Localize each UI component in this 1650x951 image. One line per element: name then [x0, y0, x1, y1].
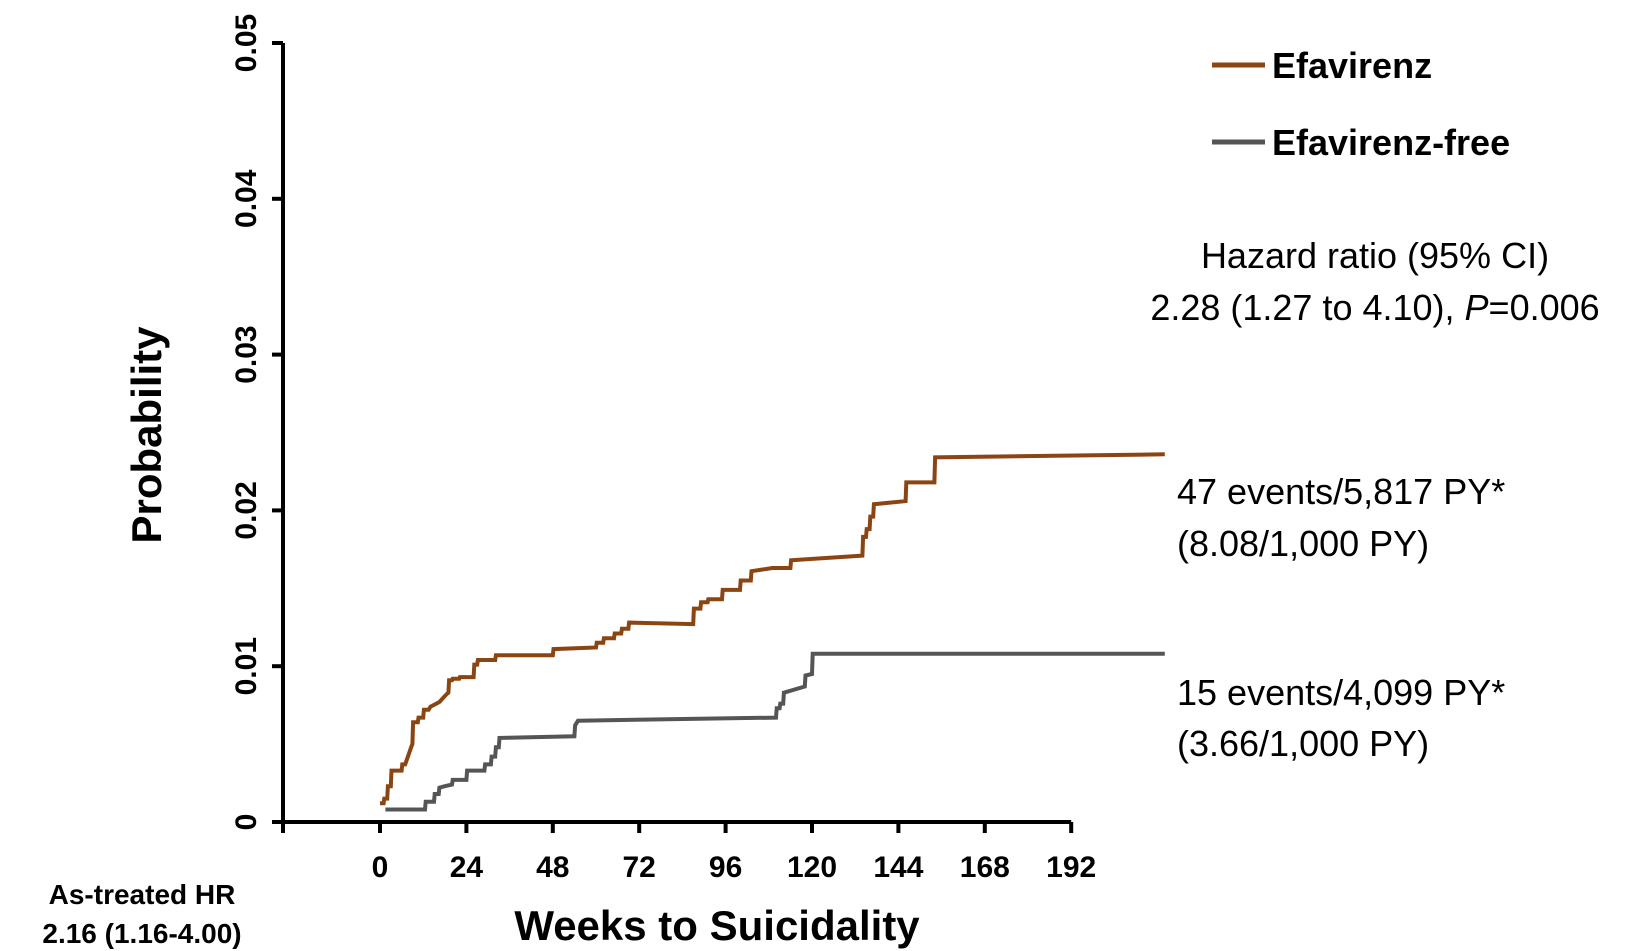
x-axis-title: Weeks to Suicidality — [514, 902, 920, 949]
x-tick-label: 0 — [372, 851, 389, 884]
annotations: Hazard ratio (95% CI) 2.28 (1.27 to 4.10… — [1150, 235, 1599, 764]
efavirenz-events: 47 events/5,817 PY* — [1177, 471, 1505, 512]
x-tick-label: 24 — [450, 851, 484, 884]
y-tick-label: 0.03 — [230, 325, 263, 383]
x-tick-label: 168 — [960, 851, 1010, 884]
hazard-ratio-p-symbol: P — [1465, 287, 1489, 328]
hazard-ratio-p-value: =0.006 — [1489, 287, 1600, 328]
axes-group: 0 0.01 0.02 0.03 0.04 0.05 0 24 48 72 96 120 144 168 1… — [230, 14, 1096, 884]
x-tick-label: 120 — [787, 851, 837, 884]
hazard-ratio-ci: 2.28 (1.27 to 4.10), — [1150, 287, 1464, 328]
y-tick-label: 0.01 — [230, 637, 263, 695]
x-tick-label: 72 — [623, 851, 656, 884]
as-treated-hr: As-treated HR 2.16 (1.16-4.00) — [42, 879, 241, 949]
legend-label-efavirenz-free: Efavirenz-free — [1272, 122, 1510, 163]
hazard-ratio-value: 2.28 (1.27 to 4.10), P=0.006 — [1150, 287, 1599, 328]
y-axis-title: Probability — [123, 326, 170, 544]
series-group — [380, 452, 1165, 812]
as-treated-hr-title: As-treated HR — [49, 879, 236, 910]
x-tick-label: 48 — [536, 851, 569, 884]
legend: Efavirenz Efavirenz-free — [1212, 45, 1510, 163]
x-tick-label: 192 — [1046, 851, 1096, 884]
efavirenz-rate: (8.08/1,000 PY) — [1177, 523, 1429, 564]
series-line-efavirenz — [380, 452, 1165, 806]
efavirenz-free-rate: (3.66/1,000 PY) — [1177, 723, 1429, 764]
axis-titles: Weeks to Suicidality Probability — [123, 326, 920, 949]
efavirenz-free-events: 15 events/4,099 PY* — [1177, 672, 1505, 713]
y-tick-label: 0 — [230, 814, 263, 831]
y-tick-label: 0.02 — [230, 481, 263, 539]
series-line-efavirenz-free — [385, 651, 1165, 812]
hazard-ratio-title: Hazard ratio (95% CI) — [1201, 235, 1549, 276]
as-treated-hr-value: 2.16 (1.16-4.00) — [42, 918, 241, 949]
legend-label-efavirenz: Efavirenz — [1272, 45, 1432, 86]
y-tick-label: 0.05 — [230, 14, 263, 72]
y-tick-label: 0.04 — [230, 169, 263, 228]
x-tick-label: 96 — [709, 851, 742, 884]
x-tick-label: 144 — [873, 851, 923, 884]
